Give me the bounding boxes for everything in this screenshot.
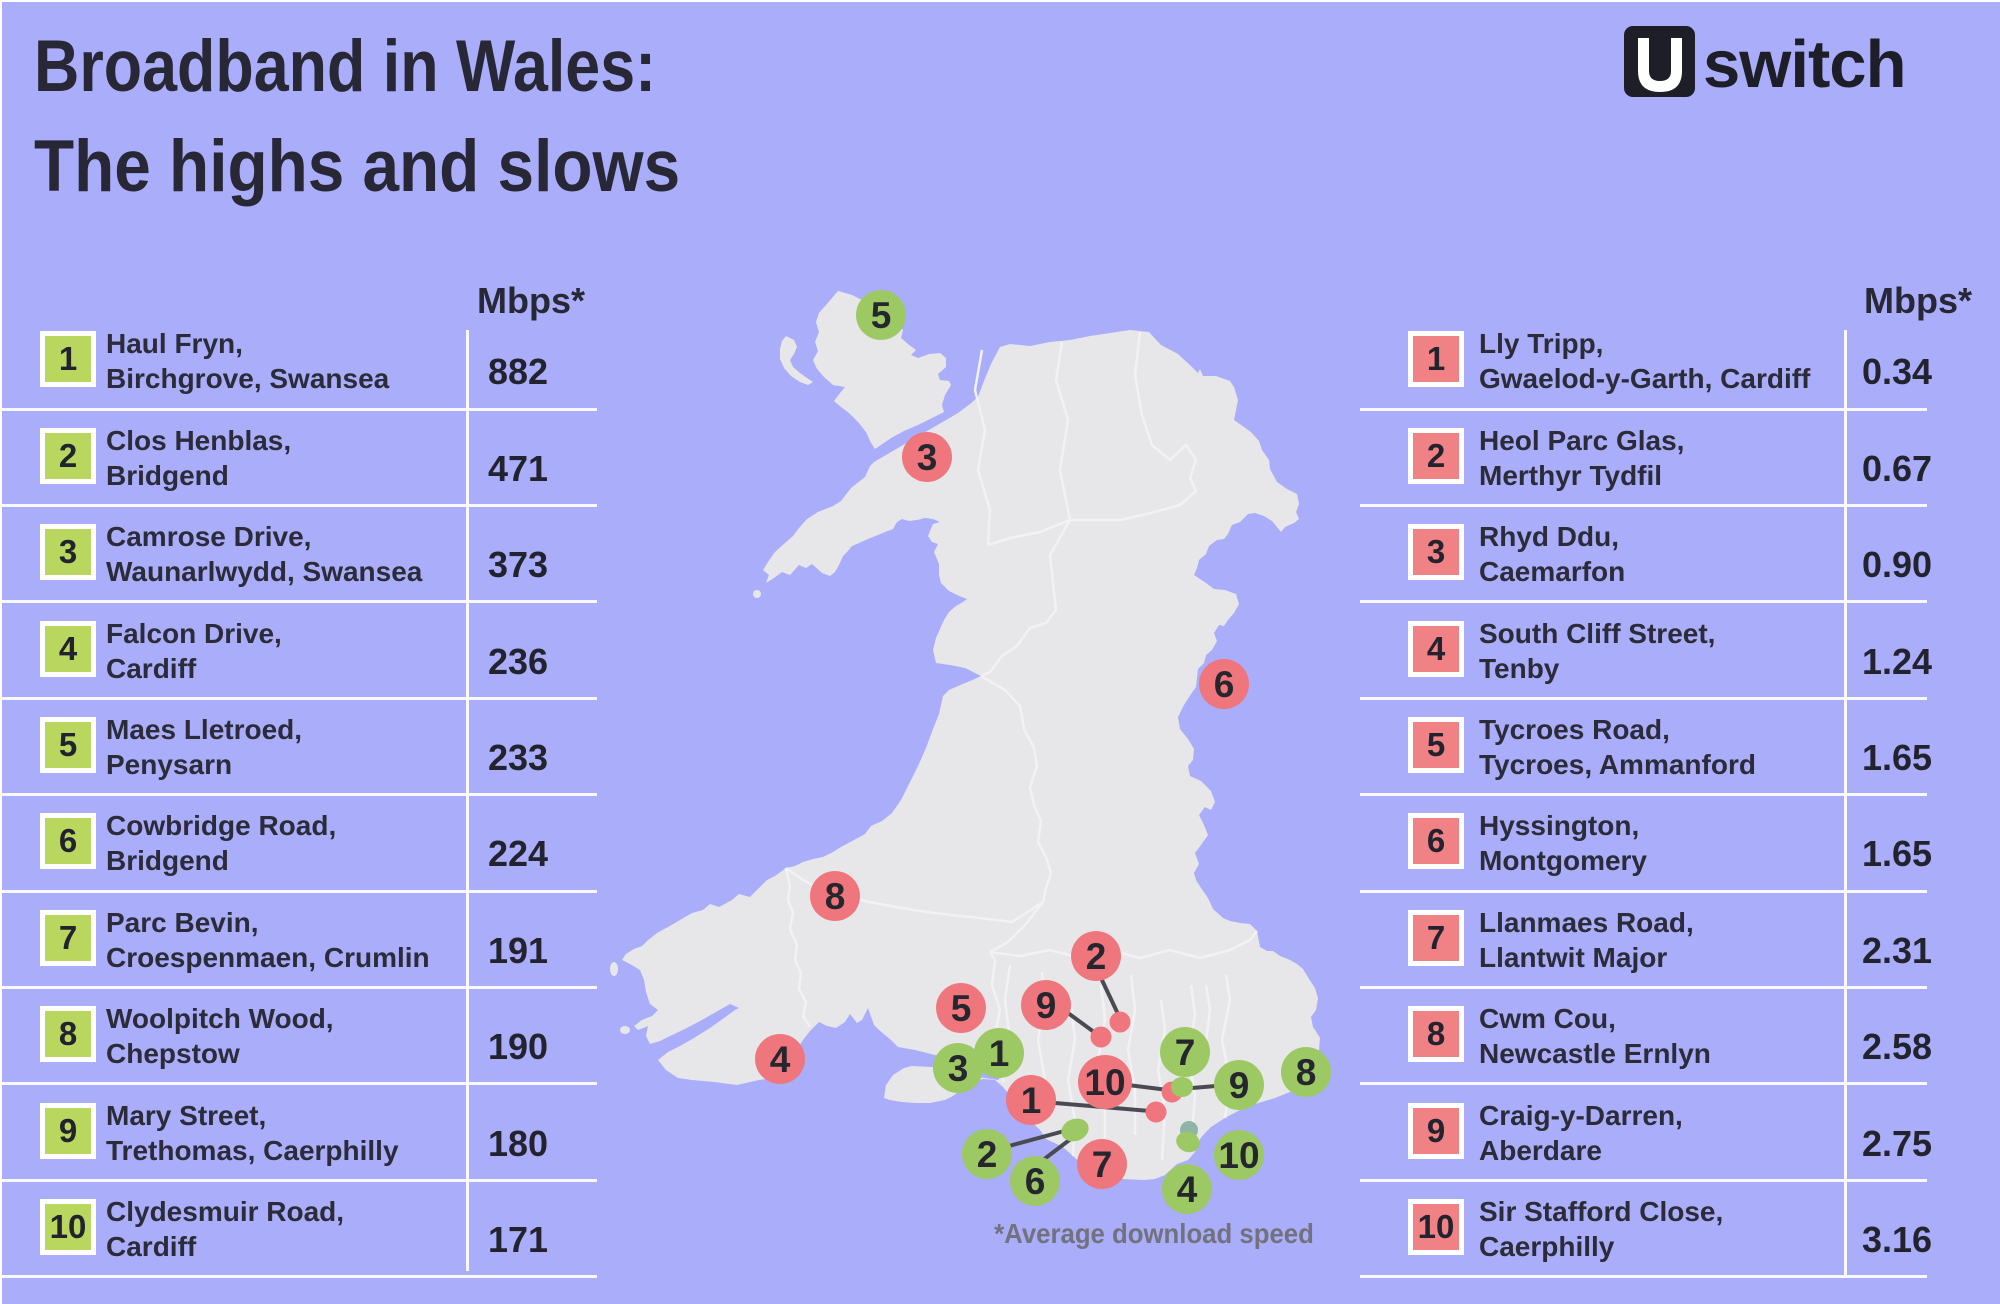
svg-text:6: 6 [1214, 664, 1235, 705]
svg-text:1: 1 [989, 1033, 1010, 1074]
svg-text:6: 6 [1025, 1161, 1046, 1202]
svg-text:4: 4 [1177, 1169, 1198, 1210]
svg-text:8: 8 [1296, 1052, 1317, 1093]
svg-text:4: 4 [770, 1039, 791, 1080]
svg-text:2: 2 [1086, 936, 1107, 977]
svg-text:5: 5 [951, 988, 972, 1029]
svg-text:5: 5 [871, 295, 892, 336]
svg-text:3: 3 [948, 1048, 969, 1089]
svg-text:7: 7 [1175, 1032, 1196, 1073]
svg-text:1: 1 [1021, 1080, 1042, 1121]
svg-text:10: 10 [1218, 1135, 1259, 1176]
svg-text:2: 2 [977, 1134, 998, 1175]
svg-text:8: 8 [825, 876, 846, 917]
svg-text:7: 7 [1092, 1144, 1113, 1185]
svg-text:9: 9 [1036, 985, 1057, 1026]
svg-text:9: 9 [1229, 1065, 1250, 1106]
svg-text:10: 10 [1084, 1062, 1125, 1103]
svg-text:3: 3 [917, 437, 938, 478]
